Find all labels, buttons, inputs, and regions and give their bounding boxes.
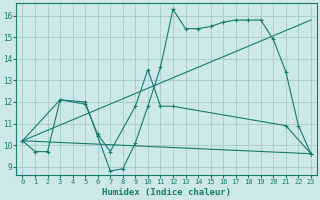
X-axis label: Humidex (Indice chaleur): Humidex (Indice chaleur) — [102, 188, 231, 197]
